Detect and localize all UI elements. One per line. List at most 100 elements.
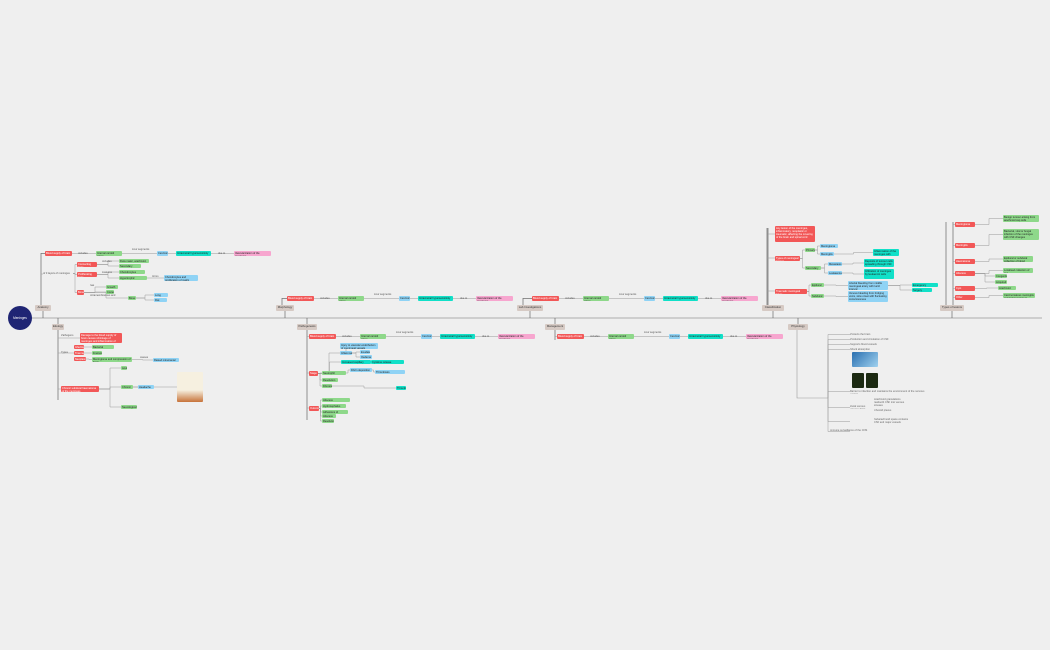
green-node[interactable]: Abscess xyxy=(322,398,350,402)
teal-node[interactable]: Cytokine release xyxy=(371,360,404,364)
blue-node[interactable]: Meningitis xyxy=(820,252,834,256)
cat-node[interactable]: Management xyxy=(545,324,565,330)
teal-node[interactable]: Intracranial hypersensitivity xyxy=(418,296,453,301)
green-node[interactable]: Resolution xyxy=(322,419,334,423)
teal-node[interactable]: Inflammation of the meninges with exudat… xyxy=(873,249,899,256)
blue-node[interactable]: Arterial bleeding from middle meningeal … xyxy=(848,281,888,290)
cat-node[interactable]: Pathogenesis xyxy=(297,324,317,330)
green-node[interactable]: Fibrosis xyxy=(322,384,332,388)
cat-node[interactable]: Etiology xyxy=(52,324,64,330)
red-node[interactable]: Any lesion of the meninges, inflammatory… xyxy=(775,226,815,242)
green-node[interactable]: Epidural or subdural collection of blood xyxy=(1003,256,1033,262)
teal-node[interactable]: Surgery xyxy=(912,288,932,292)
red-node[interactable]: Meningioma xyxy=(955,222,975,227)
red-node[interactable]: Blood supply of brain xyxy=(45,251,72,256)
green-node[interactable]: Fracture xyxy=(92,351,102,355)
green-node[interactable]: Growth plate xyxy=(106,285,118,289)
green-node[interactable]: Primary xyxy=(805,248,815,252)
teal-node[interactable]: Emergency xyxy=(912,283,938,287)
pink-node[interactable]: Vascularization of the meninges xyxy=(746,334,783,339)
red-node[interactable]: Blood supply of brain xyxy=(309,334,336,339)
green-node[interactable]: Bacterial, viral or fungal infection of … xyxy=(1003,229,1039,240)
pink-node[interactable]: Vascularization of the meninges xyxy=(476,296,513,301)
green-node[interactable]: Bacterial meningitis xyxy=(92,345,114,349)
blue-node[interactable]: Meningioma xyxy=(820,244,838,248)
green-node[interactable]: Internal carotid artery xyxy=(96,251,122,256)
blue-node[interactable]: Chondrocytes and proliferation of matrix… xyxy=(164,275,198,281)
blue-node[interactable]: Long bones xyxy=(154,293,168,297)
red-node[interactable]: Haematoma xyxy=(955,259,975,264)
red-node[interactable]: Trauma xyxy=(74,351,84,355)
blue-node[interactable]: Cervical xyxy=(399,296,410,301)
green-node[interactable]: Arachnoid cyst xyxy=(998,286,1016,290)
red-node[interactable]: Bone xyxy=(77,290,84,295)
blue-node[interactable]: Cervical xyxy=(669,334,680,339)
blue-node[interactable]: Leukaemia xyxy=(828,271,842,275)
blue-node[interactable]: Inflammation xyxy=(340,351,352,355)
cat-node[interactable]: Classification xyxy=(762,305,784,311)
img3-node[interactable] xyxy=(177,372,203,402)
teal-node[interactable]: Increased capillary permeability xyxy=(341,360,371,364)
green-node[interactable]: Localised collection of pus xyxy=(1003,268,1033,273)
img2-node[interactable] xyxy=(866,373,878,388)
green-node[interactable]: Internal carotid artery xyxy=(608,334,634,339)
green-node[interactable]: Hydrocephalus xyxy=(322,404,346,408)
red-node[interactable]: Infection xyxy=(74,345,84,349)
green-node[interactable]: Neurological deficit xyxy=(121,405,137,409)
green-node[interactable]: Subdural xyxy=(811,294,824,298)
teal-node[interactable]: Thrombosis xyxy=(396,386,406,390)
red-node[interactable]: Types of meningeal lesions xyxy=(775,256,800,261)
teal-node[interactable]: Deposits of tumour cells spreading throu… xyxy=(864,259,894,267)
blue-node[interactable]: Cervical xyxy=(421,334,432,339)
red-node[interactable]: Meningitis xyxy=(955,243,975,248)
cat-node[interactable]: Physiology xyxy=(788,324,808,330)
green-node[interactable]: Cortex xyxy=(106,290,114,294)
pink-node[interactable]: Vascularization of the meninges xyxy=(498,334,535,339)
teal-node[interactable]: Intracranial hypersensitivity xyxy=(176,251,211,256)
teal-node[interactable]: Intracranial hypersensitivity xyxy=(663,296,698,301)
red-node[interactable]: Traumatic meningeal injury xyxy=(775,289,807,294)
green-node[interactable]: Internal carotid artery xyxy=(360,334,386,339)
green-node[interactable]: Abscess xyxy=(322,414,336,418)
green-node[interactable]: Carcinomatous meningitis and leptomening… xyxy=(1003,293,1035,298)
blue-node[interactable]: Exudate xyxy=(360,350,370,354)
green-node[interactable]: Adhesions of arachnoid xyxy=(322,410,348,414)
green-node[interactable]: Dura mater, arachnoid, pia xyxy=(119,259,149,263)
red-node[interactable]: Neoplasm xyxy=(74,357,86,361)
green-node[interactable]: Benign tumour arising from arachnoid cap… xyxy=(1003,215,1039,222)
blue-node[interactable]: Headache xyxy=(138,385,154,389)
red-node[interactable]: Outcome xyxy=(309,406,319,411)
blue-node[interactable]: Cervical xyxy=(644,296,655,301)
blue-node[interactable]: Metastasis xyxy=(828,262,842,266)
root-node[interactable]: Meninges xyxy=(8,306,32,330)
teal-node[interactable]: Intracranial hypersensitivity xyxy=(688,334,723,339)
red-node[interactable]: Proliferating zone xyxy=(77,272,97,277)
blue-node[interactable]: Raised intracranial pressure xyxy=(153,358,179,362)
red-node[interactable]: Blood supply of brain xyxy=(287,296,314,301)
red-node[interactable]: Cyst xyxy=(955,286,975,291)
teal-node[interactable]: Intracranial hypersensitivity xyxy=(440,334,475,339)
red-node[interactable]: Damage to the blood supply of brain caus… xyxy=(80,333,122,343)
green-node[interactable]: Acquired xyxy=(995,280,1007,284)
green-node[interactable]: Chondrocytes proliferate xyxy=(119,270,145,274)
green-node[interactable]: Resolution xyxy=(322,378,338,382)
cat-node[interactable]: Anatomy xyxy=(35,305,51,311)
green-node[interactable]: Internal carotid artery xyxy=(338,296,364,301)
img1-node[interactable] xyxy=(852,352,878,367)
cat-node[interactable]: Types of lesions xyxy=(940,305,964,311)
red-node[interactable]: Blood supply of brain xyxy=(557,334,584,339)
red-node[interactable]: Stage xyxy=(309,371,318,376)
red-node[interactable]: Other xyxy=(955,295,975,300)
blue-node[interactable]: Fibrin deposition xyxy=(350,368,372,372)
teal-node[interactable]: Infiltration of meninges by leukaemic ce… xyxy=(864,269,894,279)
blue-node[interactable]: Oedema xyxy=(360,355,372,359)
green-node[interactable]: Congenital xyxy=(995,274,1007,278)
cat-node[interactable]: Morphology xyxy=(276,305,294,311)
red-node[interactable]: Chronic subdural haematoma of the mening… xyxy=(61,386,99,392)
green-node[interactable]: Secondary ossification xyxy=(119,264,141,268)
green-node[interactable]: Bone xyxy=(128,296,136,300)
green-node[interactable]: Hypertrophic chondrocytes xyxy=(119,276,147,280)
green-node[interactable]: Chronic xyxy=(121,385,133,389)
green-node[interactable]: Internal carotid artery xyxy=(583,296,609,301)
green-node[interactable]: Secondary xyxy=(805,266,821,270)
